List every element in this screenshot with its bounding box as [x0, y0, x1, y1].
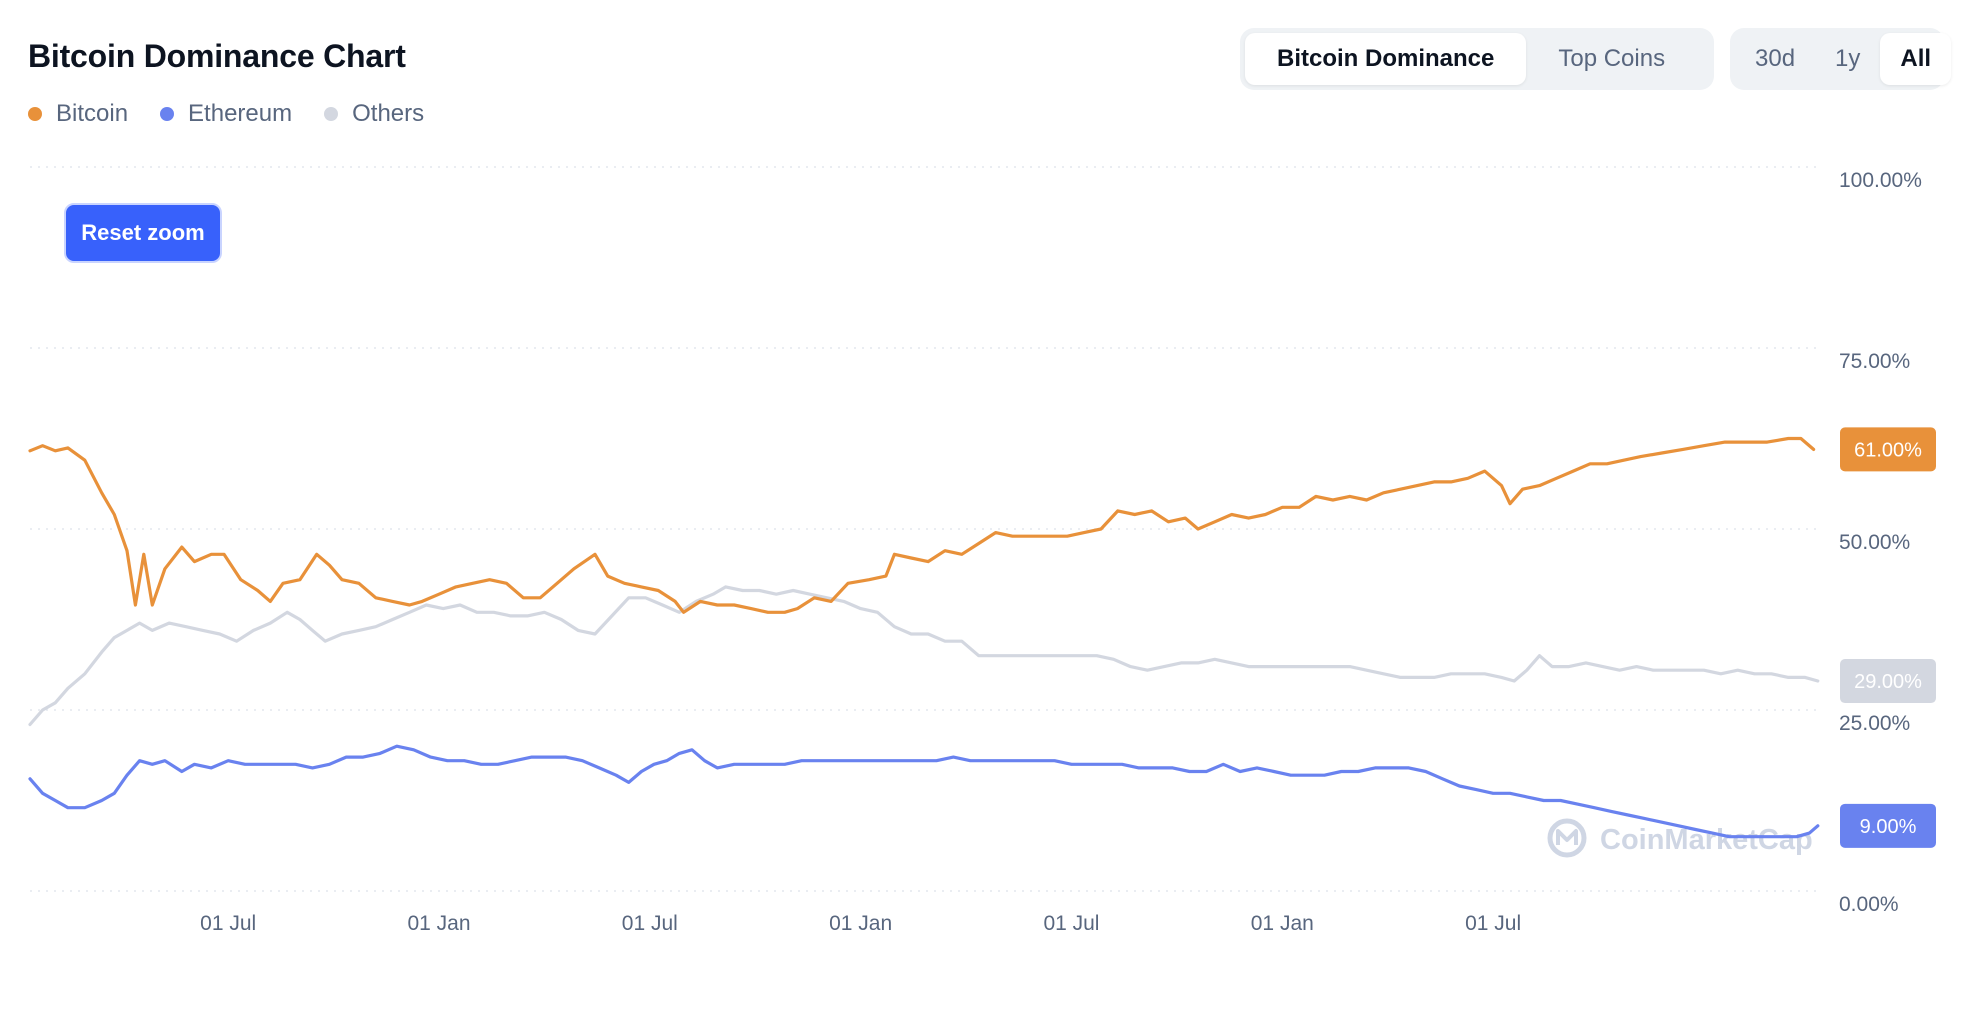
current-value-label: 9.00% [1860, 816, 1917, 838]
coinmarketcap-m-icon [1556, 829, 1578, 845]
legend-item-others[interactable]: Others [324, 100, 424, 128]
legend-item-bitcoin[interactable]: Bitcoin [28, 100, 128, 128]
legend-item-ethereum[interactable]: Ethereum [160, 100, 292, 128]
badge-background [1840, 803, 1936, 848]
legend-label-others: Others [352, 100, 425, 127]
coinmarketcap-logo-icon [1547, 818, 1587, 858]
current-value-label: 61.00% [1854, 439, 1922, 461]
badge-background [1840, 427, 1936, 472]
x-tick-label: 01 Jul [1465, 912, 1521, 935]
y-tick-label: 0.00% [1839, 893, 1899, 916]
ethereum-legend-dot-icon [160, 107, 175, 121]
time-range-toggle: 30d 1y All [1730, 28, 1952, 90]
current-value-badges: 61.00% 9.00% 29.00% [1840, 427, 1936, 848]
x-tick-label: 01 Jul [200, 912, 256, 935]
badge-bitcoin: 61.00% [1840, 427, 1936, 472]
x-tick-label: 01 Jul [622, 912, 678, 935]
range-all-button[interactable]: All [1880, 33, 1952, 85]
bitcoin-legend-dot-icon [28, 107, 42, 121]
legend-label-bitcoin: Bitcoin [56, 100, 129, 127]
chart-legend: Bitcoin Ethereum Others [28, 100, 424, 128]
x-tick-label: 01 Jan [1251, 912, 1314, 935]
tab-top-coins[interactable]: Top Coins [1558, 45, 1666, 72]
others-legend-dot-icon [324, 107, 339, 121]
x-tick-label: 01 Jul [1043, 912, 1099, 935]
x-tick-label: 01 Jan [829, 912, 892, 935]
page-title: Bitcoin Dominance Chart [28, 38, 406, 74]
badge-ethereum: 9.00% [1840, 803, 1936, 848]
series-line-bitcoin [28, 436, 1816, 614]
watermark-text: CoinMarketCap [1600, 824, 1813, 856]
x-axis-ticks: 01 Jul 01 Jan 01 Jul 01 Jan 01 Jul 01 Jan 01 J… [200, 912, 1521, 935]
current-value-label: 29.00% [1854, 671, 1922, 693]
y-tick-label: 100.00% [1839, 169, 1922, 192]
legend-label-ethereum: Ethereum [188, 100, 293, 127]
x-tick-label: 01 Jan [407, 912, 470, 935]
chart-view-toggle: Bitcoin Dominance Top Coins [1240, 28, 1714, 90]
tab-bitcoin-dominance[interactable]: Bitcoin Dominance [1245, 33, 1527, 85]
series-lines [28, 436, 1820, 839]
reset-zoom-button[interactable]: Reset zoom [64, 203, 222, 263]
series-line-others [28, 585, 1820, 727]
y-tick-label: 50.00% [1839, 531, 1910, 554]
range-30d-button[interactable]: 30d [1755, 45, 1796, 72]
y-axis-ticks: 100.00% 75.00% 50.00% 25.00% 0.00% [1839, 169, 1922, 916]
coinmarketcap-watermark: CoinMarketCap [1547, 818, 1813, 858]
grid-lines [30, 166, 1822, 892]
badge-others: 29.00% [1840, 659, 1936, 704]
series-line-ethereum [28, 744, 1820, 839]
badge-background [1840, 659, 1936, 704]
range-1y-button[interactable]: 1y [1835, 45, 1861, 72]
y-tick-label: 25.00% [1839, 712, 1910, 735]
y-tick-label: 75.00% [1839, 350, 1910, 373]
